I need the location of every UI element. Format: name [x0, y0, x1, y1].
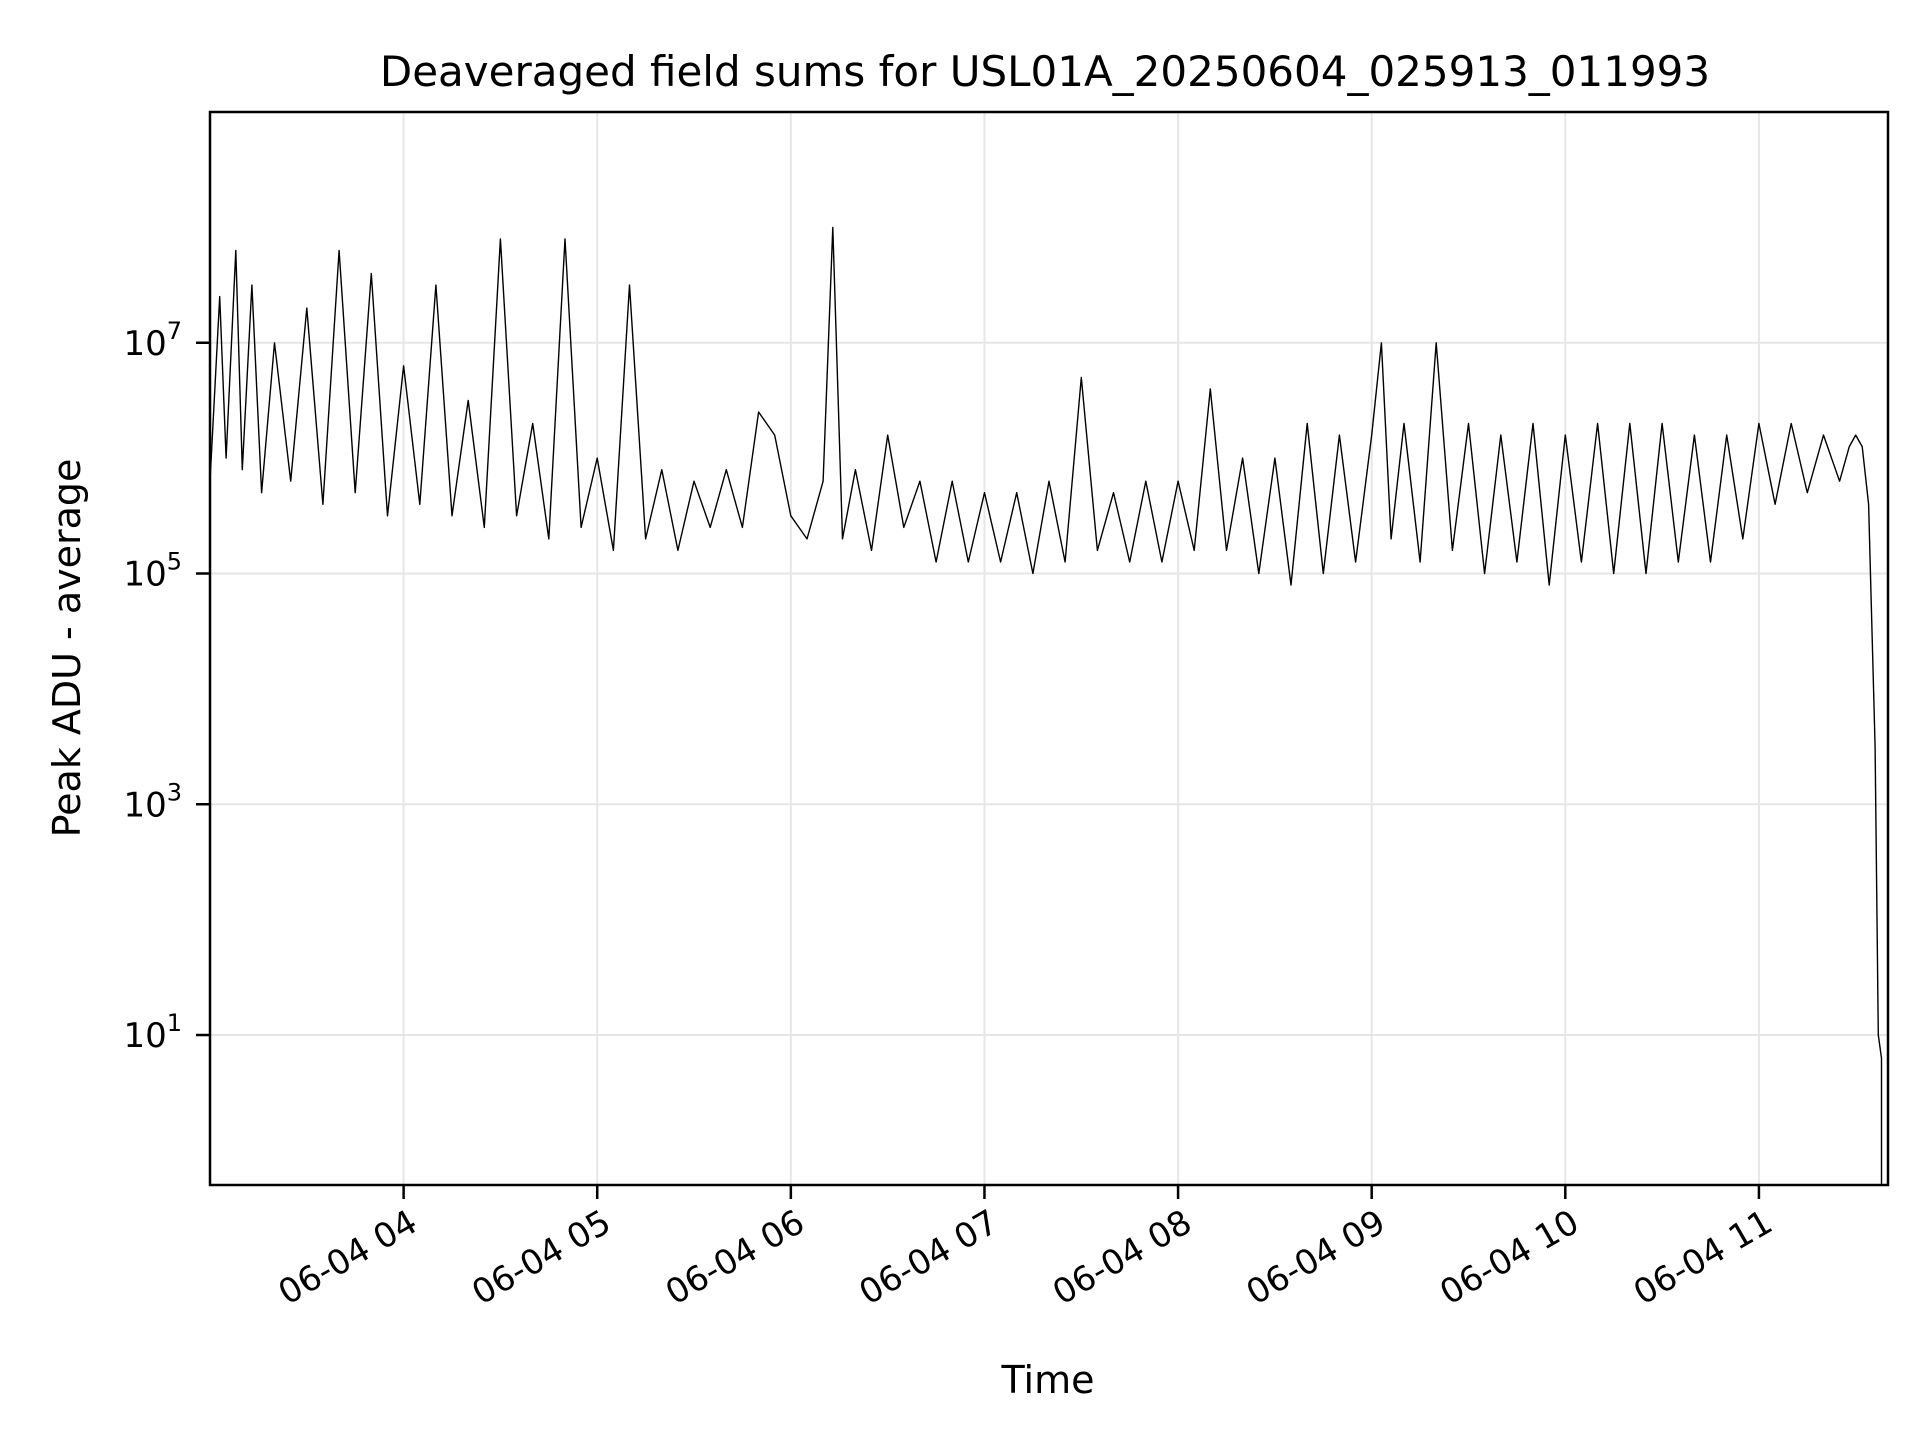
grid-layer: [210, 112, 1888, 1185]
x-tick-label: 06-04 10: [1433, 1202, 1585, 1313]
y-tick-label: 107: [123, 317, 182, 364]
x-tick-label: 06-04 06: [659, 1202, 811, 1313]
y-tick-label: 105: [123, 548, 182, 595]
y-axis-label: Peak ADU - average: [45, 459, 89, 838]
x-tick-label: 06-04 11: [1627, 1202, 1779, 1313]
x-tick-label: 06-04 09: [1240, 1202, 1392, 1313]
x-tick-label: 06-04 04: [272, 1202, 424, 1313]
plot-frame: [208, 110, 1890, 1187]
x-tick-label: 06-04 05: [465, 1202, 617, 1313]
x-tick-label: 06-04 08: [1046, 1202, 1198, 1313]
y-tick-label: 101: [123, 1009, 182, 1056]
chart-title: Deaveraged field sums for USL01A_2025060…: [380, 47, 1710, 96]
series-layer: [209, 226, 1883, 1185]
series-line: [209, 226, 1883, 1185]
x-axis-label: Time: [1001, 1358, 1095, 1402]
tick-layer: 06-04 04 06-04 05 06-04 06 06-04 07 06-04 08…: [123, 317, 1779, 1313]
y-tick-label: 103: [123, 778, 182, 825]
x-tick-label: 06-04 07: [853, 1202, 1005, 1313]
